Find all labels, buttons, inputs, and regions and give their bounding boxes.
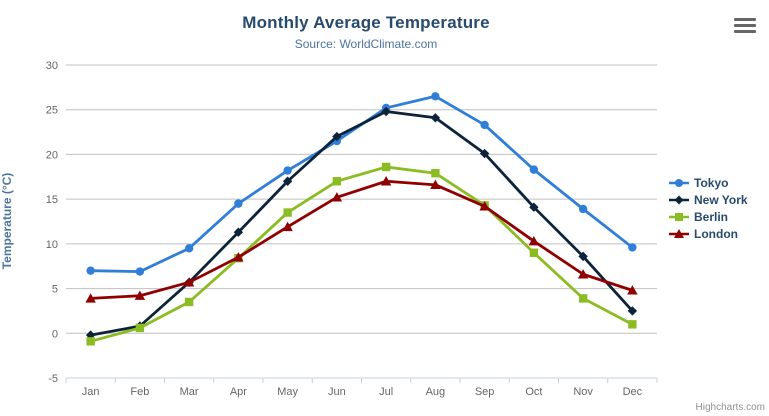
legend-item-london[interactable]: London: [669, 226, 748, 241]
square-marker[interactable]: [381, 162, 391, 172]
legend-label: New York: [694, 192, 748, 207]
series-line[interactable]: [90, 110, 634, 337]
y-axis-label: 0: [52, 328, 58, 340]
context-menu-button[interactable]: [732, 15, 758, 35]
triangle-marker[interactable]: [430, 179, 441, 190]
square-marker[interactable]: [628, 320, 637, 329]
circle-marker[interactable]: [86, 266, 95, 275]
square-marker[interactable]: [86, 337, 95, 346]
hamburger-icon: [734, 23, 756, 27]
triangle-marker[interactable]: [85, 293, 96, 303]
x-axis-label: Jan: [82, 386, 100, 398]
square-marker[interactable]: [184, 297, 194, 307]
legend-marker-circle: [669, 178, 689, 187]
y-axis-label: 25: [46, 105, 58, 117]
highcharts-credit[interactable]: Highcharts.com: [695, 402, 765, 413]
legend-item-new-york[interactable]: New York: [669, 192, 748, 207]
square-marker[interactable]: [135, 323, 145, 333]
x-axis-label: Aug: [426, 386, 446, 398]
diamond-marker[interactable]: [233, 227, 244, 237]
x-axis-label: Jun: [328, 386, 346, 398]
square-marker[interactable]: [675, 212, 683, 221]
triangle-marker[interactable]: [577, 269, 589, 279]
circle-marker[interactable]: [628, 243, 637, 252]
legend: Tokyo New York Berlin London: [669, 175, 748, 241]
triangle-marker[interactable]: [627, 285, 638, 295]
legend-item-berlin[interactable]: Berlin: [669, 209, 748, 224]
y-axis-label: 30: [46, 60, 58, 72]
legend-label: Berlin: [694, 209, 729, 224]
series-berlin[interactable]: [86, 162, 637, 346]
x-axis-label: Jul: [379, 386, 393, 398]
circle-marker[interactable]: [480, 120, 489, 130]
circle-marker[interactable]: [234, 199, 243, 208]
legend-item-tokyo[interactable]: Tokyo: [669, 175, 748, 190]
y-axis-label: 15: [46, 194, 58, 206]
triangle-marker[interactable]: [183, 277, 195, 287]
hamburger-icon: [734, 17, 756, 21]
triangle-marker[interactable]: [233, 252, 244, 262]
diamond-marker[interactable]: [627, 306, 638, 316]
x-axis-label: Oct: [525, 386, 542, 398]
series-line[interactable]: [90, 165, 634, 343]
triangle-marker[interactable]: [134, 290, 146, 300]
diamond-marker[interactable]: [529, 202, 539, 212]
diamond-marker[interactable]: [674, 195, 684, 204]
hamburger-icon: [734, 29, 756, 33]
triangle-marker[interactable]: [331, 192, 343, 202]
x-axis-label: Feb: [130, 386, 149, 398]
y-axis-label: 5: [52, 284, 58, 296]
circle-marker[interactable]: [529, 165, 539, 174]
square-marker[interactable]: [332, 177, 342, 186]
y-axis-label: 20: [46, 149, 58, 161]
diamond-marker[interactable]: [578, 251, 588, 262]
x-axis-label: May: [277, 386, 298, 398]
square-marker[interactable]: [431, 169, 440, 178]
chart-subtitle: Source: WorldClimate.com: [294, 37, 438, 51]
y-axis-title: Temperature (°C): [0, 172, 14, 270]
triangle-marker[interactable]: [380, 176, 392, 186]
triangle-marker[interactable]: [479, 201, 490, 211]
legend-label: Tokyo: [694, 175, 729, 190]
diamond-marker[interactable]: [430, 113, 441, 123]
series-new-york[interactable]: [85, 106, 638, 340]
circle-marker[interactable]: [578, 204, 588, 214]
x-axis-label: Dec: [623, 386, 643, 398]
legend-marker-square: [669, 212, 689, 221]
series-tokyo[interactable]: [86, 92, 637, 276]
triangle-marker[interactable]: [282, 221, 293, 232]
circle-marker[interactable]: [283, 166, 292, 175]
triangle-marker[interactable]: [674, 228, 684, 238]
x-axis-label: Sep: [475, 386, 495, 398]
diamond-marker[interactable]: [332, 131, 342, 142]
diamond-marker[interactable]: [381, 106, 391, 117]
circle-marker[interactable]: [431, 92, 440, 101]
chart-title: Monthly Average Temperature: [242, 13, 490, 32]
diamond-marker[interactable]: [479, 148, 490, 159]
circle-marker[interactable]: [135, 267, 145, 276]
legend-label: London: [694, 226, 738, 241]
x-axis-label: Nov: [573, 386, 593, 398]
y-axis-label: -5: [48, 373, 58, 385]
square-marker[interactable]: [578, 294, 588, 303]
triangle-marker[interactable]: [528, 235, 540, 246]
square-marker[interactable]: [529, 248, 539, 257]
circle-marker[interactable]: [675, 178, 683, 187]
circle-marker[interactable]: [184, 244, 194, 253]
legend-marker-triangle: [669, 228, 689, 238]
x-axis-label: Apr: [230, 386, 247, 398]
x-axis-label: Mar: [180, 386, 199, 398]
legend-marker-diamond: [669, 195, 689, 204]
diamond-marker[interactable]: [282, 176, 293, 186]
series-london[interactable]: [85, 176, 638, 303]
series-line[interactable]: [90, 179, 633, 300]
y-axis-label: 10: [46, 239, 58, 251]
square-marker[interactable]: [283, 208, 292, 217]
